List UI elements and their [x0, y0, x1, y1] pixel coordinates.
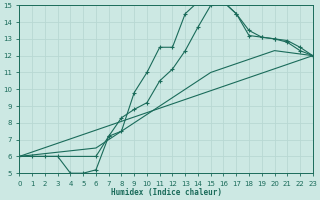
X-axis label: Humidex (Indice chaleur): Humidex (Indice chaleur) — [111, 188, 222, 197]
